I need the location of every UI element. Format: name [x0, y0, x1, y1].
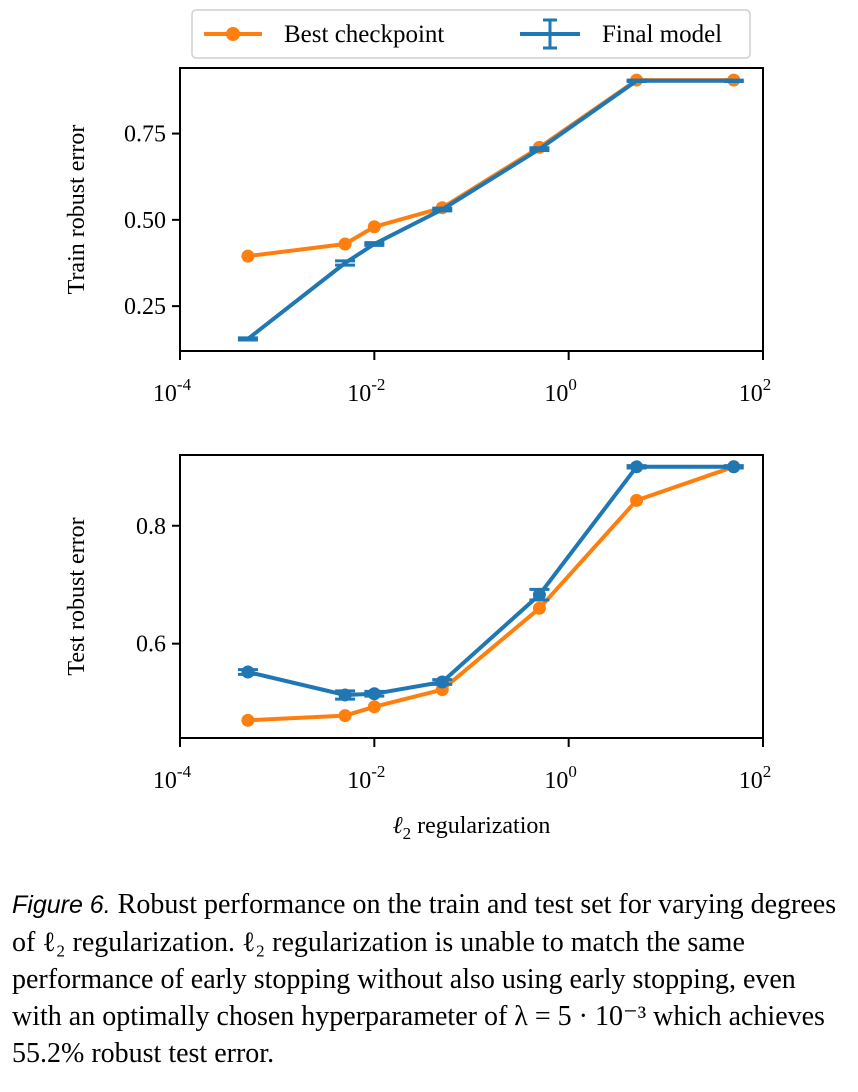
data-point — [532, 588, 546, 602]
x-tick-label: 100 — [544, 375, 577, 407]
x-tick-label: 10-4 — [153, 375, 192, 407]
series-line — [246, 78, 734, 341]
plot-frame — [179, 454, 764, 739]
data-point — [338, 237, 352, 251]
y-tick-label: 0.75 — [124, 122, 166, 148]
series-line — [247, 78, 734, 259]
data-point — [532, 601, 546, 615]
y-axis-label: Train robust error — [64, 125, 90, 295]
legend-frame — [191, 9, 751, 59]
legend-label-final-model: Final model — [602, 21, 722, 48]
data-point — [241, 665, 255, 679]
data-point — [727, 460, 741, 474]
x-tick-label: 10-2 — [347, 762, 385, 794]
data-point — [435, 675, 449, 689]
legend-marker-best — [226, 27, 240, 41]
y-tick-label: 0.8 — [136, 514, 166, 540]
legend-item-final-model: Final model — [520, 18, 722, 50]
data-point — [367, 220, 381, 234]
data-point — [338, 688, 352, 702]
series-line — [247, 464, 734, 697]
legend-label-best-checkpoint: Best checkpoint — [284, 21, 444, 48]
x-axis-label: ℓ2 regularization — [393, 813, 551, 843]
series-best-checkpoint — [241, 73, 741, 263]
series-final-model — [237, 78, 744, 342]
y-tick-label: 0.25 — [124, 294, 166, 320]
x-tick-label: 102 — [739, 375, 772, 407]
x-tick-label: 102 — [739, 762, 772, 794]
y-axis-label: Test robust error — [64, 517, 90, 675]
series-line — [247, 464, 735, 723]
plot-frame — [179, 67, 764, 352]
test-robust-error-panel: 0.6 0.8 10-4 10-2 100 102 Test robust error ℓ2 … — [64, 454, 772, 843]
figure: Best checkpoint Final model 0.25 0.50 0.75… — [64, 9, 772, 843]
data-point — [630, 460, 644, 474]
figure-caption: Figure 6. Robust performance on the trai… — [12, 886, 848, 1072]
legend-item-best-checkpoint: Best checkpoint — [204, 21, 444, 48]
caption-text: Robust performance on the train and test… — [12, 889, 837, 1069]
y-tick-label: 0.6 — [136, 632, 166, 658]
x-tick-label: 100 — [544, 762, 577, 794]
caption-label: Figure 6. — [12, 891, 111, 919]
legend: Best checkpoint Final model — [191, 9, 751, 59]
data-point — [367, 700, 381, 714]
data-point — [241, 713, 255, 727]
train-robust-error-panel: 0.25 0.50 0.75 10-4 10-2 100 102 Train robust e… — [64, 67, 772, 407]
data-point — [367, 687, 381, 701]
x-tick-label: 10-4 — [153, 762, 192, 794]
data-point — [338, 709, 352, 723]
x-tick-label: 10-2 — [347, 375, 385, 407]
data-point — [630, 493, 644, 507]
data-point — [241, 249, 255, 263]
y-tick-label: 0.50 — [124, 208, 166, 234]
series-final-model — [237, 460, 744, 702]
